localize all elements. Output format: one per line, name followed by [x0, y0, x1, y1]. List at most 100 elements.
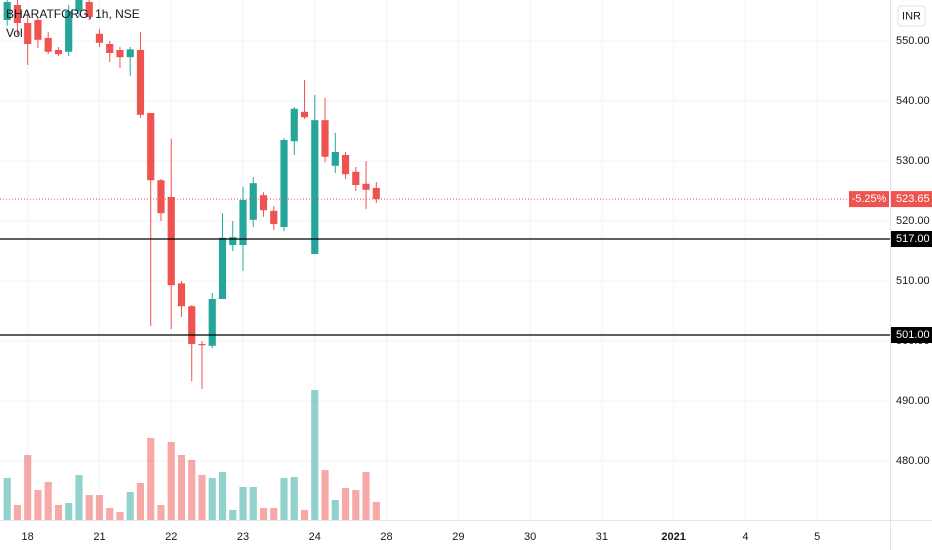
candle-body [167, 196, 175, 286]
candle-body [24, 22, 32, 44]
candle-body [106, 43, 114, 53]
x-tick-label: 28 [380, 531, 392, 543]
candle-body [290, 108, 298, 142]
volume-bar [311, 390, 319, 520]
candle-body [65, 10, 73, 52]
volume-bar [177, 455, 186, 520]
candle-body [188, 306, 196, 345]
candle-body [147, 112, 155, 181]
candle-body [75, 0, 83, 11]
x-tick-label: 23 [237, 531, 249, 543]
x-tick-label: 29 [452, 531, 464, 543]
candle-body [198, 344, 206, 346]
x-tick-label: 24 [309, 531, 321, 543]
candle-body [85, 1, 93, 17]
y-tick-label: 520.00 [896, 215, 930, 227]
candle-body [331, 151, 339, 166]
candle-body [116, 49, 124, 58]
x-tick-label: 4 [742, 531, 748, 543]
x-tick-label: 5 [814, 531, 820, 543]
candle-body [311, 120, 319, 254]
candle-body [300, 111, 309, 118]
candle-body [270, 210, 278, 224]
currency-button[interactable] [897, 5, 926, 27]
volume-bar [372, 502, 380, 520]
candle-body [3, 1, 11, 20]
volume-bar [126, 492, 134, 520]
x-tick-label: 21 [93, 531, 105, 543]
candle-body [218, 237, 227, 300]
volume-bar [65, 503, 73, 520]
volume-bar [116, 512, 124, 520]
candle-body [321, 120, 329, 157]
candle-body [95, 33, 104, 43]
candle-body [54, 49, 63, 55]
volume-legend: Vol [6, 26, 23, 40]
candle-body [259, 195, 268, 211]
x-tick-label: 18 [22, 531, 34, 543]
hline-label-box [891, 327, 932, 344]
volume-bar [34, 490, 42, 520]
volume-bar [290, 477, 298, 520]
volume-bar [85, 495, 93, 520]
volume-bar [249, 487, 257, 520]
hline-label-box [891, 230, 932, 247]
candle-body [13, 4, 22, 23]
hline-label: 501.00 [896, 329, 930, 341]
last-price-label: 523.65 [896, 193, 930, 205]
volume-bar [270, 508, 278, 520]
volume-bar [218, 472, 227, 520]
candle-body [177, 283, 186, 307]
volume-bar [75, 475, 83, 520]
x-tick-label: 22 [165, 531, 177, 543]
candle-body [157, 180, 165, 214]
volume-bar [259, 508, 268, 520]
volume-bar [280, 478, 288, 520]
volume-bar [352, 490, 360, 520]
candle-body [372, 187, 380, 200]
volume-bar [136, 483, 145, 520]
volume-bar [3, 478, 11, 520]
volume-bar [331, 500, 339, 520]
volume-bar [229, 510, 237, 520]
candle-body [44, 37, 52, 52]
price-pane [0, 0, 890, 390]
volume-bar [321, 470, 329, 520]
chart-title: BHARATFORG, 1h, NSE [6, 7, 140, 21]
x-tick-label: 2021 [661, 531, 685, 543]
candle-body [208, 299, 216, 346]
volume-bar [13, 505, 22, 520]
volume-bar [44, 482, 52, 520]
volume-bar [147, 438, 155, 520]
x-tick-label: 30 [524, 531, 536, 543]
y-tick-label: 550.00 [896, 35, 930, 47]
x-tick-label: 31 [596, 531, 608, 543]
volume-bar [239, 487, 247, 520]
volume-bar [54, 505, 63, 520]
y-tick-label: 510.00 [896, 275, 930, 287]
candle-body [341, 154, 350, 175]
volume-bar [167, 442, 175, 520]
change-box [849, 191, 889, 208]
y-tick-label: 540.00 [896, 95, 930, 107]
candle-body [34, 19, 42, 40]
volume-bar [24, 455, 32, 520]
last-price-box [891, 191, 932, 208]
volume-bar [188, 460, 196, 520]
y-tick-label: 480.00 [896, 455, 930, 467]
volume-bar [198, 475, 206, 520]
volume-bar [95, 495, 104, 520]
volume-bar [341, 488, 350, 520]
candle-body [280, 139, 288, 227]
candle-body [229, 237, 237, 245]
candle-body [239, 199, 247, 245]
change-label: -5.25% [852, 193, 887, 205]
volume-bar [300, 510, 309, 520]
candle-body [249, 183, 257, 220]
volume-bar [157, 505, 165, 520]
volume-bar [106, 508, 114, 520]
candle-body [136, 49, 145, 115]
volume-bar [362, 472, 370, 520]
